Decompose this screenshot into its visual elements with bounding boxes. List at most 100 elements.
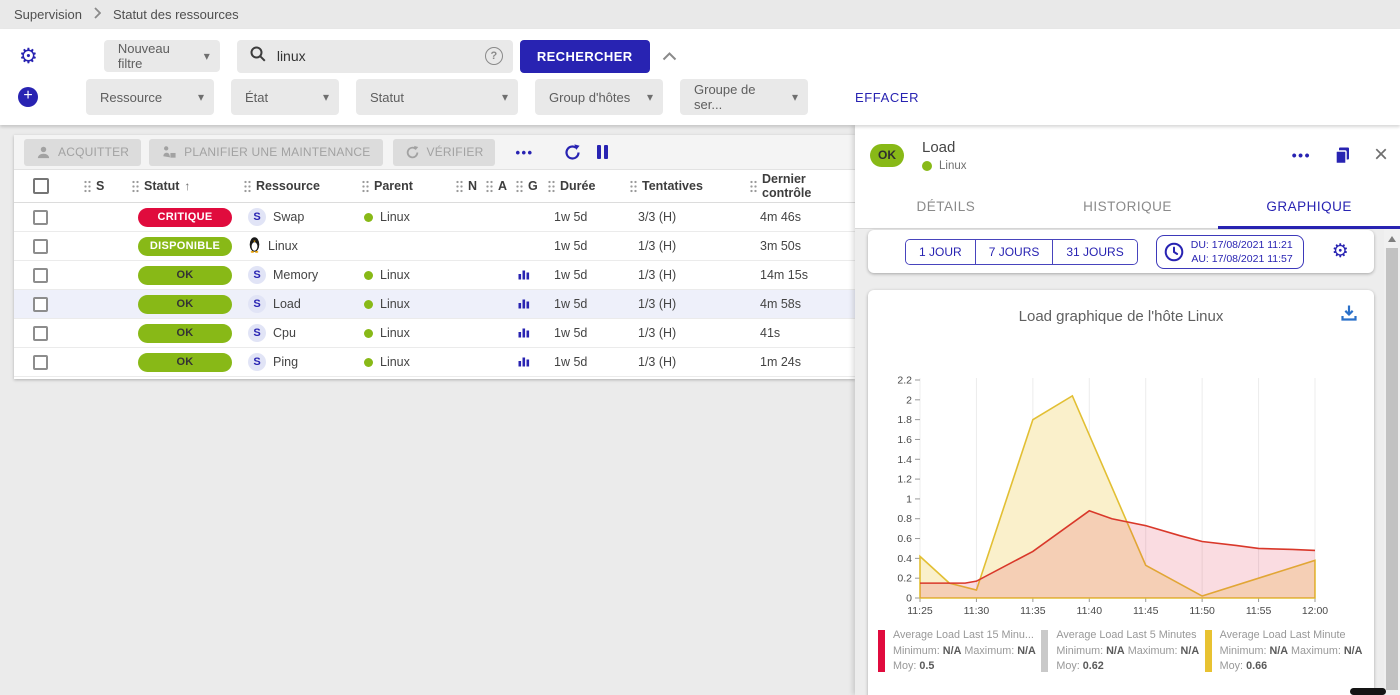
select-all-checkbox[interactable] [33, 178, 49, 194]
search-box[interactable]: ? [236, 39, 513, 73]
breadcrumb: Supervision Statut des ressources [0, 0, 1400, 29]
row-checkbox[interactable] [33, 296, 48, 312]
linux-penguin-icon [248, 236, 261, 256]
legend-series-name: Average Load Last 15 Minu... [893, 629, 1034, 641]
date-range-picker[interactable]: DU: 17/08/2021 11:21 AU: 17/08/2021 11:5… [1155, 234, 1304, 269]
legend-item[interactable]: Average Load Last Minute Minimum: N/A Max… [1204, 628, 1368, 675]
table-row[interactable]: OK S Cpu Linux 1w 5d 1/3 (H) 41s [14, 319, 855, 348]
table-toolbar: ACQUITTER PLANIFIER UNE MAINTENANCE VÉRI… [14, 135, 855, 170]
add-criteria-button[interactable]: + [18, 87, 38, 107]
legend-item[interactable]: Average Load Last 5 Minutes Minimum: N/A … [1041, 628, 1204, 675]
column-header-dur-e[interactable]: Durée [540, 179, 622, 193]
column-header-ressource[interactable]: Ressource [236, 179, 354, 193]
acknowledge-button[interactable]: ACQUITTER [24, 138, 142, 166]
service-icon: S [248, 266, 266, 284]
pause-icon[interactable] [596, 145, 608, 159]
graph-icon [518, 297, 530, 312]
collapse-filters-chevron-icon[interactable] [662, 51, 677, 61]
breadcrumb-separator-icon [94, 7, 102, 22]
row-checkbox-cell [14, 267, 76, 283]
time-range-button-7-jours[interactable]: 7 JOURS [974, 239, 1053, 264]
table-row[interactable]: OK S Memory Linux 1w 5d 1/3 (H) 14m 15s [14, 261, 855, 290]
column-header-s[interactable]: S [76, 179, 124, 193]
panel-scrollbar[interactable] [1384, 229, 1400, 695]
column-header-parent[interactable]: Parent [354, 179, 448, 193]
chevron-down-icon: ▾ [501, 90, 508, 104]
table-row[interactable]: OK S Ping Linux 1w 5d 1/3 (H) 1m 24s [14, 348, 855, 377]
column-header-g[interactable]: G [508, 179, 540, 193]
time-range-button-31-jours[interactable]: 31 JOURS [1052, 239, 1137, 264]
date-from: DU: 17/08/2021 11:21 [1190, 238, 1293, 251]
last-check-cell: 4m 46s [760, 210, 801, 224]
panel-title: Load [922, 138, 956, 156]
downtime-button[interactable]: PLANIFIER UNE MAINTENANCE [149, 138, 383, 166]
check-refresh-icon [406, 145, 418, 158]
row-checkbox-cell [14, 238, 76, 254]
column-header-a[interactable]: A [478, 179, 508, 193]
criteria-label: État [245, 89, 269, 105]
breadcrumb-item[interactable]: Statut des ressources [112, 7, 239, 22]
tab-graphique[interactable]: GRAPHIQUE [1218, 185, 1400, 229]
graph-cell [508, 268, 540, 283]
table-row[interactable]: DISPONIBLE Linux 1w 5d 1/3 (H) 3m 50s [14, 232, 855, 261]
row-checkbox[interactable] [33, 209, 48, 225]
filter-settings-gear-icon[interactable]: ⚙ [19, 44, 38, 68]
svg-text:12:00: 12:00 [1302, 605, 1328, 617]
scroll-up-arrow-icon[interactable] [1388, 236, 1396, 242]
svg-text:11:45: 11:45 [1133, 605, 1159, 617]
criteria-select-statut[interactable]: Statut ▾ [356, 79, 518, 115]
search-input[interactable] [276, 48, 485, 64]
graph-settings-gear-icon[interactable]: ⚙ [1331, 241, 1349, 262]
table-row[interactable]: CRITIQUE S Swap Linux 1w 5d 3/3 (H) 4m 46s [14, 203, 855, 232]
graph-icon [518, 326, 530, 341]
more-actions-icon[interactable]: ••• [515, 144, 534, 160]
tries-cell: 1/3 (H) [638, 326, 677, 340]
column-header-tentatives[interactable]: Tentatives [622, 179, 742, 193]
saved-filter-select[interactable]: Nouveau filtre ▾ [103, 40, 220, 72]
row-checkbox[interactable] [33, 238, 48, 254]
drag-indicator-icon [84, 180, 91, 193]
download-graph-icon[interactable] [1340, 304, 1358, 327]
column-header-statut[interactable]: Statut ↑ [124, 179, 236, 193]
criteria-select-ressource[interactable]: Ressource ▾ [86, 79, 214, 115]
criteria-select--tat[interactable]: État ▾ [231, 79, 339, 115]
criteria-select-groupe-de-ser-[interactable]: Groupe de ser... ▾ [680, 79, 808, 115]
column-header-n[interactable]: N [448, 179, 478, 193]
legend-color-bar [1204, 630, 1212, 672]
row-checkbox[interactable] [33, 267, 48, 283]
close-panel-icon[interactable]: × [1373, 141, 1388, 168]
copy-link-icon[interactable] [1333, 146, 1352, 165]
breadcrumb-item[interactable]: Supervision [14, 7, 82, 22]
column-header-dernier-contr-le[interactable]: Dernier contrôle [742, 172, 855, 200]
svg-text:2: 2 [906, 394, 912, 406]
legend-min-max: Minimum: N/A Maximum: N/A [1056, 644, 1200, 657]
refresh-icon[interactable] [564, 143, 581, 161]
resource-name: Swap [273, 210, 305, 224]
tab-historique[interactable]: HISTORIQUE [1083, 199, 1172, 214]
panel-more-actions-icon[interactable]: ••• [1291, 147, 1311, 163]
search-help-icon[interactable]: ? [484, 47, 503, 65]
chevron-down-icon: ▾ [322, 90, 329, 104]
check-button[interactable]: VÉRIFIER [392, 138, 496, 166]
svg-text:11:40: 11:40 [1077, 605, 1103, 617]
scrollbar-thumb[interactable] [1386, 248, 1398, 690]
search-button[interactable]: RECHERCHER [519, 39, 650, 73]
horizontal-scrollbar-thumb[interactable] [1350, 688, 1386, 695]
row-checkbox[interactable] [33, 354, 48, 370]
tab-dtails[interactable]: DÉTAILS [916, 199, 976, 214]
status-badge: OK [138, 294, 232, 314]
time-range-button-1-jour[interactable]: 1 JOUR [906, 239, 975, 264]
last-check-cell: 14m 15s [760, 268, 808, 282]
row-checkbox[interactable] [33, 325, 48, 341]
svg-text:11:25: 11:25 [907, 605, 933, 617]
criteria-select-group-d-h-tes[interactable]: Group d'hôtes ▾ [535, 79, 663, 115]
criteria-label: Groupe de ser... [694, 82, 756, 112]
status-cell: OK [124, 294, 236, 314]
legend-item[interactable]: Average Load Last 15 Minu... Minimum: N/A… [878, 628, 1041, 675]
clear-filters-button[interactable]: EFFACER [855, 89, 920, 105]
time-range-button-group: 1 JOUR 7 JOURS 31 JOURS [905, 238, 1138, 265]
duration-cell: 1w 5d [554, 355, 588, 369]
table-row[interactable]: OK S Load Linux 1w 5d 1/3 (H) 4m 58s [14, 290, 855, 319]
clock-icon [1163, 241, 1185, 263]
